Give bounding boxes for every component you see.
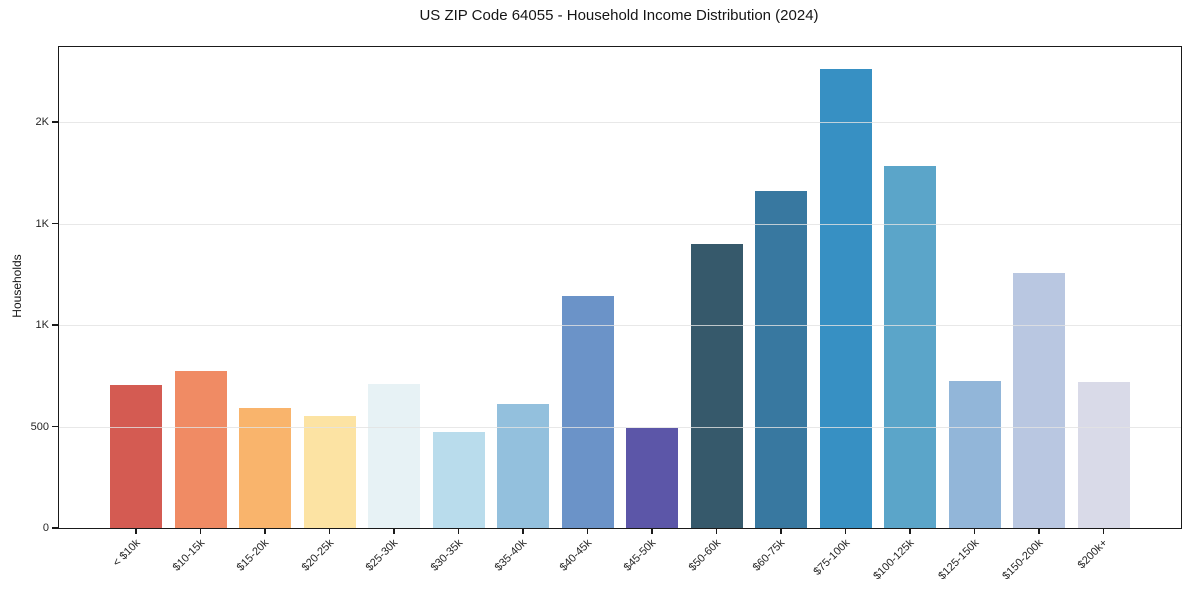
bar — [755, 191, 807, 528]
x-tick-mark — [844, 529, 847, 534]
plot-area: < $10k $10-15k $15-20k $20-25k $25-30k $30-35… — [31, 46, 1182, 582]
bar — [110, 384, 162, 528]
bar — [626, 427, 678, 528]
bar — [368, 383, 420, 528]
x-tick-label: $45-50k — [621, 537, 659, 574]
y-tick-mark — [52, 222, 58, 225]
y-tick-label: 500 — [30, 420, 49, 433]
bar — [432, 431, 485, 528]
bar — [819, 69, 872, 528]
x-tick-mark — [264, 529, 266, 534]
bar — [690, 243, 743, 528]
y-tick-label: 0 — [42, 522, 49, 534]
x-tick-label: $15-20k — [234, 537, 272, 574]
x-tick-mark — [780, 529, 782, 534]
gridline — [59, 426, 1181, 428]
y-tick-mark — [52, 121, 58, 123]
x-tick-label: < $10k — [110, 537, 143, 570]
x-tick-label: $40-45k — [557, 537, 594, 574]
bar — [948, 380, 1001, 528]
bar — [561, 295, 614, 528]
chart-title: US ZIP Code 64055 - Household Income Dis… — [419, 7, 819, 24]
x-tick-mark — [393, 529, 395, 534]
bar — [884, 165, 936, 528]
x-tick-mark — [135, 529, 137, 534]
gridline — [59, 122, 1181, 124]
bar — [239, 408, 291, 528]
x-tick-mark — [1102, 529, 1105, 534]
x-tick-label: $60-75k — [750, 537, 788, 574]
y-tick-mark — [52, 324, 58, 326]
x-tick-label: $20-25k — [299, 537, 336, 574]
x-tick-mark — [715, 529, 718, 534]
x-tick-label: $125-150k — [935, 537, 981, 583]
x-tick-label: $50-60k — [686, 537, 723, 574]
y-tick-label: 1K — [35, 319, 49, 332]
x-tick-label: $10-15k — [170, 537, 207, 574]
x-tick-mark — [973, 529, 976, 534]
x-tick-mark — [328, 529, 331, 534]
x-tick-label: $100-125k — [871, 537, 917, 583]
x-tick-label: $75-100k — [811, 537, 852, 578]
x-tick-mark — [522, 529, 524, 534]
x-tick-label: $35-40k — [492, 537, 530, 574]
bar — [1077, 381, 1130, 528]
y-tick-mark — [52, 527, 58, 529]
x-tick-label: $200k+ — [1075, 537, 1110, 572]
y-axis-label: Households — [10, 254, 24, 318]
gridline — [59, 223, 1181, 225]
x-tick-mark — [199, 529, 202, 534]
bar — [303, 416, 356, 528]
x-tick-mark — [651, 529, 653, 534]
x-tick-mark — [457, 529, 460, 534]
y-tick-mark — [52, 425, 58, 428]
x-tick-mark — [586, 529, 589, 534]
x-tick-label: $150-200k — [1000, 537, 1046, 583]
x-tick-label: $25-30k — [363, 537, 401, 574]
bar — [174, 370, 227, 528]
x-tick-mark — [1038, 529, 1040, 534]
gridline — [59, 325, 1181, 326]
y-tick-label: 2K — [35, 116, 49, 129]
y-tick-label: 1K — [35, 217, 49, 230]
bar — [1013, 273, 1065, 528]
x-tick-label: $30-35k — [428, 537, 465, 574]
bar — [497, 404, 549, 528]
x-tick-mark — [909, 529, 911, 534]
